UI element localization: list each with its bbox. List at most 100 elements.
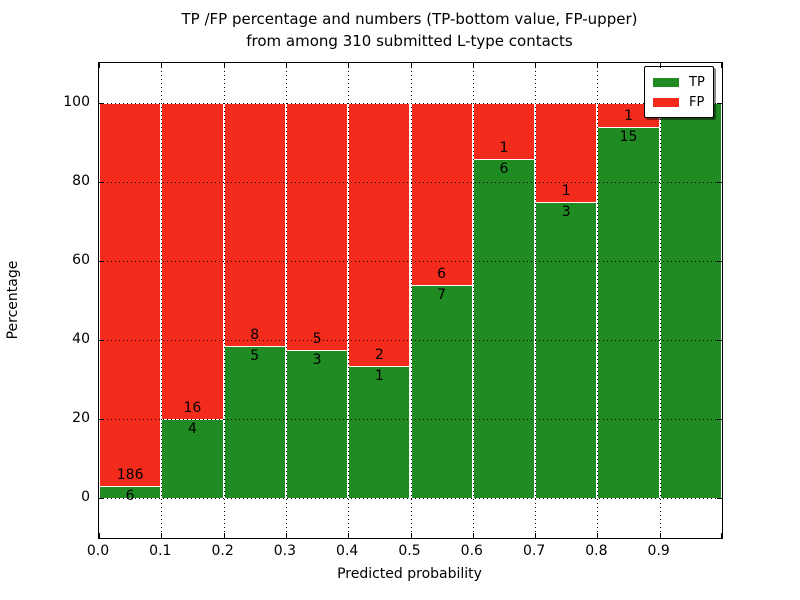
legend-label-fp: FP [689,94,705,110]
bar-tp-segment [472,159,536,499]
y-tick-label: 20 [72,410,90,427]
fp-count-label: 1 [624,108,634,125]
x-tick-label: 0.4 [336,543,359,559]
x-tick-mark [659,533,661,538]
x-tick-mark [161,533,163,538]
bar-tp-segment [285,349,349,499]
fp-count-label: 2 [374,347,384,364]
x-tick-mark-top [659,63,661,68]
x-tick-label: 0.6 [460,543,483,559]
x-tick-mark-top [597,63,599,68]
fp-count-label: 1 [561,182,571,199]
y-tick-mark [99,340,104,342]
bar-tp-segment [597,127,660,499]
x-tick-label: 0.7 [522,543,546,559]
y-tick-mark [99,260,104,262]
gridline-vertical [535,63,537,538]
y-tick-mark [99,419,104,421]
x-tick-label: 0.3 [273,543,297,559]
tp-count-label: 3 [561,203,571,220]
fp-count-label: 5 [312,330,322,347]
gridline-vertical [348,63,350,538]
gridline-vertical [472,63,474,538]
gridline-horizontal [99,498,722,500]
tp-count-label: 6 [499,161,509,178]
bar-fp-segment [285,102,349,350]
tp-count-label: 6 [125,488,135,505]
gridline-vertical [161,63,163,538]
x-tick-mark [535,533,537,538]
legend: TP FP [644,66,714,118]
y-tick-mark-right [717,181,722,183]
x-tick-mark-top [223,63,225,68]
legend-entry-fp: FP [645,94,713,110]
tp-count-label: 3 [312,351,322,368]
y-tick-label: 60 [72,251,90,268]
bar-tp-segment [161,419,224,499]
x-tick-label: 0.1 [149,543,172,559]
gridline-vertical [223,63,225,538]
tp-color-swatch [653,77,679,87]
x-tick-label: 0.5 [398,543,421,559]
legend-entry-tp: TP [645,74,713,90]
bar-fp-segment [410,102,473,286]
y-tick-label: 0 [81,489,90,506]
x-tick-mark-top [161,63,163,68]
y-tick-mark-right [717,498,722,500]
x-tick-mark [472,533,474,538]
fp-count-label: 186 [116,467,144,484]
tp-count-label: 1 [374,368,384,385]
bar-tp-segment [535,201,598,499]
gridline-vertical [597,63,599,538]
y-tick-label: 40 [72,331,90,348]
x-tick-mark [285,533,287,538]
fp-count-label: 8 [250,327,260,344]
x-tick-label: 0.9 [647,543,670,559]
bar-tp-segment [410,285,473,499]
y-tick-mark [99,181,104,183]
x-tick-mark-top [535,63,537,68]
x-tick-mark-top [721,63,722,68]
bar-fp-segment [99,102,162,487]
bar-tp-segment [99,486,162,499]
gridline-vertical [659,63,661,538]
chart-title: TP /FP percentage and numbers (TP-bottom… [98,8,721,52]
x-tick-label: 0.2 [211,543,234,559]
gridline-horizontal [99,181,722,183]
tp-count-label: 5 [250,348,260,365]
y-tick-mark-right [717,419,722,421]
fp-count-label: 1 [499,140,509,157]
bar-tp-segment [659,102,722,499]
y-tick-mark-right [717,340,722,342]
y-tick-mark-right [717,102,722,104]
x-tick-mark-top [472,63,474,68]
gridline-horizontal [99,102,722,104]
x-tick-label: 0.8 [585,543,608,559]
gridline-horizontal [99,260,722,262]
tp-count-label: 7 [437,287,447,304]
y-tick-label: 80 [72,172,90,189]
legend-label-tp: TP [689,74,705,90]
y-axis-label: Percentage [5,260,21,340]
bar-fp-segment [348,102,411,367]
x-tick-mark [597,533,599,538]
gridline-vertical [410,63,412,538]
y-tick-mark [99,498,104,500]
gridline-vertical [285,63,287,538]
x-tick-label: 0.0 [86,543,110,559]
bar-tp-segment [223,346,286,499]
gridline-horizontal [99,419,722,421]
y-tick-mark-right [717,260,722,262]
fp-count-label: 16 [183,400,202,417]
y-tick-label: 100 [63,93,90,110]
gridline-horizontal [99,340,722,342]
tp-count-label: 4 [187,421,197,438]
x-tick-mark-top [348,63,350,68]
bar-fp-segment [535,102,598,202]
bar-fp-segment [223,102,286,347]
fp-count-label: 6 [437,266,447,283]
x-tick-mark-top [410,63,412,68]
fp-color-swatch [653,97,679,107]
x-tick-mark [223,533,225,538]
